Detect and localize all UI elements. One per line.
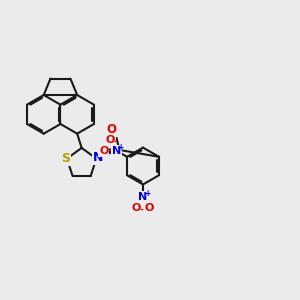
Text: O: O xyxy=(107,123,117,136)
Text: S: S xyxy=(61,152,70,165)
Text: +: + xyxy=(144,189,150,198)
Text: N: N xyxy=(138,192,148,202)
Text: -: - xyxy=(113,137,117,146)
Text: N: N xyxy=(93,151,103,164)
Text: O: O xyxy=(132,202,141,213)
Text: +: + xyxy=(117,142,124,152)
Text: O: O xyxy=(145,202,154,213)
Text: -: - xyxy=(139,206,143,214)
Text: O: O xyxy=(106,135,115,145)
Text: N: N xyxy=(112,146,121,156)
Text: O: O xyxy=(99,146,108,156)
